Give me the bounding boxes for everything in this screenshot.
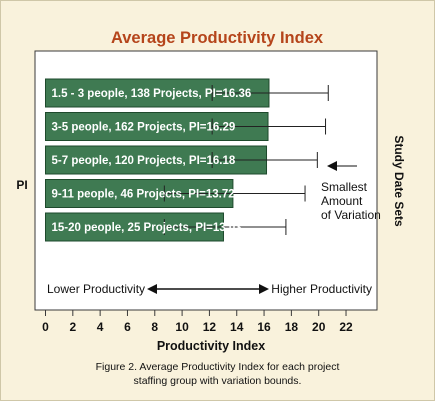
bar-group: 3-5 people, 162 Projects, PI=16.29 [45, 112, 327, 141]
bar-group: 1.5 - 3 people, 138 Projects, PI=16.36 [45, 78, 329, 108]
productivity-arrow-right-head [259, 284, 269, 294]
x-tick-label: 0 [42, 320, 49, 334]
x-tick-label: 22 [339, 320, 353, 334]
bars-layer: 1.5 - 3 people, 138 Projects, PI=16.36 3-… [45, 78, 329, 242]
variation-annotation: Smallest Amount of Variation [321, 161, 381, 222]
x-tick-label: 8 [151, 320, 158, 334]
higher-productivity-label: Higher Productivity [271, 282, 372, 296]
bar-label: 1.5 - 3 people, 138 Projects, PI=16.36 [52, 88, 252, 100]
annotation-line-1: Smallest [321, 180, 368, 194]
caption-line-2: staffing group with variation bounds. [133, 375, 302, 387]
bar-label: 9-11 people, 46 Projects, PI=13.72 [52, 189, 235, 201]
chart-title: Average Productivity Index [111, 29, 324, 47]
figure-caption: Figure 2. Average Productivity Index for… [1, 360, 434, 388]
x-tick-label: 20 [312, 320, 326, 334]
annotation-line-2: Amount [321, 194, 363, 208]
x-tick-label: 10 [175, 320, 189, 334]
productivity-scale: Lower Productivity Higher Productivity [47, 282, 372, 296]
x-tick-label: 4 [97, 320, 104, 334]
x-tick-label: 12 [203, 320, 217, 334]
bar-label: 3-5 people, 162 Projects, PI=16.29 [52, 122, 236, 134]
annotation-line-3: of Variation [321, 208, 381, 222]
y-axis-label-right: Study Date Sets [392, 135, 406, 227]
x-tick-label: 6 [124, 320, 131, 334]
caption-line-1: Figure 2. Average Productivity Index for… [95, 361, 340, 373]
x-axis-ticks: 0 2 4 6 8 10 12 14 16 18 20 22 [42, 310, 353, 334]
productivity-arrow-left-head [147, 284, 157, 294]
bar-group: 5-7 people, 120 Projects, PI=16.18 [45, 145, 318, 175]
x-tick-label: 16 [257, 320, 271, 334]
x-tick-label: 14 [230, 320, 244, 334]
x-tick-label: 18 [285, 320, 299, 334]
lower-productivity-label: Lower Productivity [47, 282, 145, 296]
bar-group: 15-20 people, 25 Projects, PI=13.03 [45, 212, 287, 242]
bar-group: 9-11 people, 46 Projects, PI=13.72 [45, 179, 306, 208]
y-axis-label-left: PI [16, 178, 27, 192]
annotation-arrow-head [327, 161, 337, 171]
x-axis-label: Productivity Index [157, 339, 265, 353]
chart-svg: Average Productivity Index PI Study Date… [16, 29, 406, 353]
bar-label: 5-7 people, 120 Projects, PI=16.18 [52, 155, 236, 167]
bar-label: 15-20 people, 25 Projects, PI=13.03 [52, 222, 242, 234]
x-tick-label: 2 [69, 320, 76, 334]
